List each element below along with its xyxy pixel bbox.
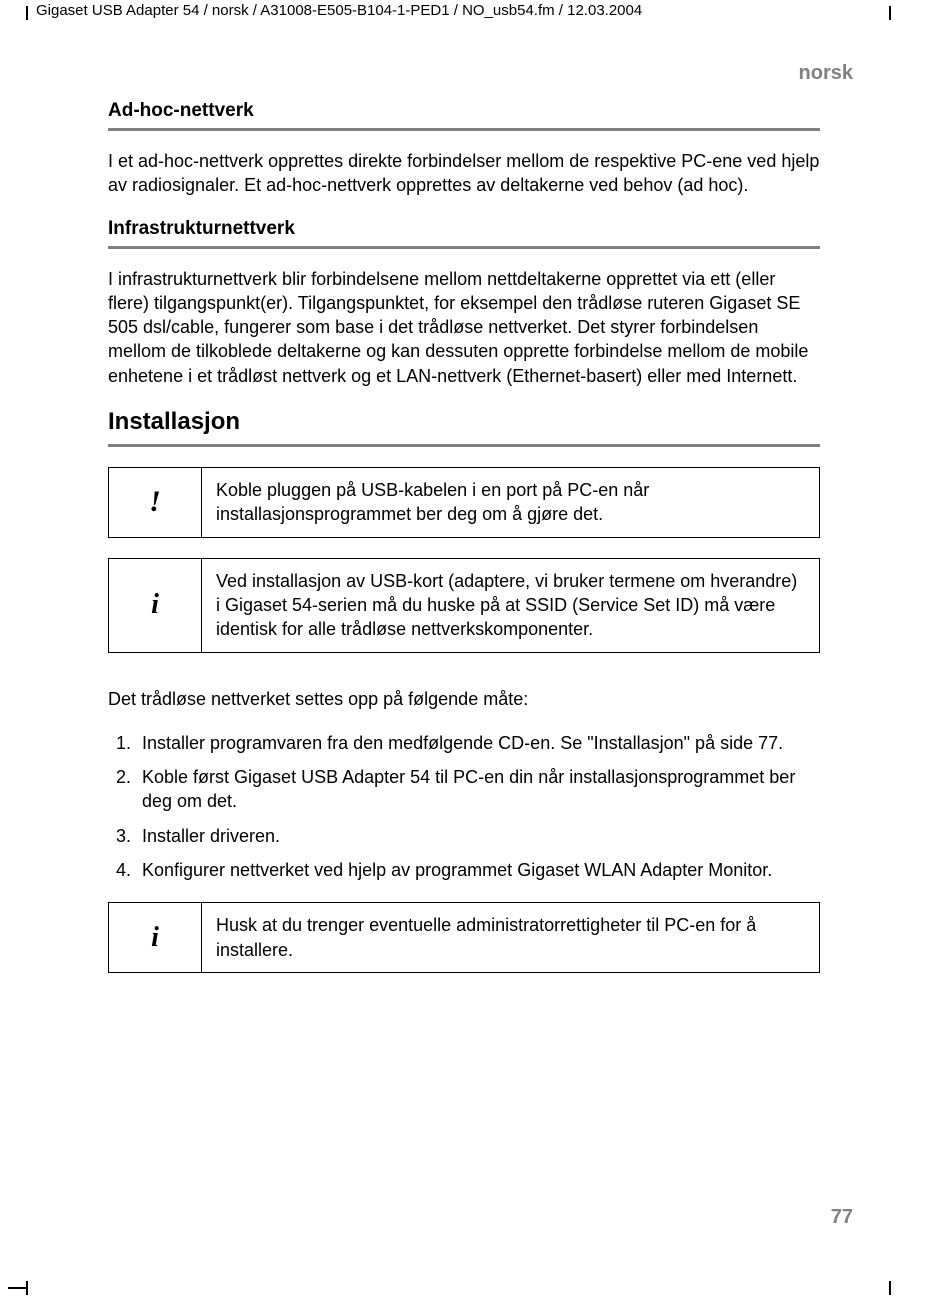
note-text: Husk at du trenger eventuelle administra… (202, 903, 819, 972)
step-item: Konfigurer nettverket ved hjelp av progr… (136, 858, 820, 882)
note-text: Ved installasjon av USB-kort (adaptere, … (202, 559, 819, 652)
body-infra: I infrastrukturnettverk blir forbindelse… (108, 267, 820, 388)
info-icon: i (109, 559, 202, 652)
header-path: Gigaset USB Adapter 54 / norsk / A31008-… (36, 2, 642, 19)
note-info: i Husk at du trenger eventuelle administ… (108, 902, 820, 973)
step-item: Installer driveren. (136, 824, 820, 848)
exclamation-icon: ! (109, 468, 202, 537)
heading-adhoc: Ad-hoc-nettverk (108, 100, 820, 122)
heading-install: Installasjon (108, 408, 820, 436)
info-glyph: i (151, 922, 159, 954)
install-intro: Det trådløse nettverket settes opp på fø… (108, 687, 820, 711)
heading-rule (108, 444, 820, 447)
heading-rule (108, 128, 820, 131)
crop-mark (26, 6, 28, 20)
crop-mark (889, 1281, 891, 1295)
crop-mark (26, 1281, 28, 1295)
exclamation-glyph: ! (149, 485, 161, 519)
heading-infra: Infrastrukturnettverk (108, 218, 820, 240)
page-number: 77 (831, 1206, 853, 1229)
step-item: Installer programvaren fra den medfølgen… (136, 731, 820, 755)
info-glyph: i (151, 589, 159, 621)
language-label: norsk (799, 62, 853, 85)
crop-mark (8, 1287, 26, 1289)
heading-rule (108, 246, 820, 249)
page-content: Ad-hoc-nettverk I et ad-hoc-nettverk opp… (108, 100, 820, 989)
note-info: i Ved installasjon av USB-kort (adaptere… (108, 558, 820, 653)
note-warning: ! Koble pluggen på USB-kabelen i en port… (108, 467, 820, 538)
body-adhoc: I et ad-hoc-nettverk opprettes direkte f… (108, 149, 820, 198)
info-icon: i (109, 903, 202, 972)
crop-mark (889, 6, 891, 20)
document-page: Gigaset USB Adapter 54 / norsk / A31008-… (0, 0, 933, 1301)
install-steps: Installer programvaren fra den medfølgen… (108, 731, 820, 882)
step-item: Koble først Gigaset USB Adapter 54 til P… (136, 765, 820, 814)
note-text: Koble pluggen på USB-kabelen i en port p… (202, 468, 819, 537)
